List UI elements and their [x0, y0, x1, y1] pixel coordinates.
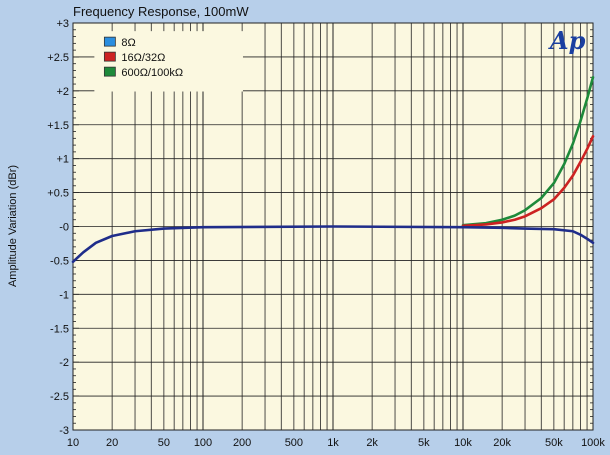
x-tick-label: 1k: [327, 437, 339, 449]
x-tick-label: 50: [158, 437, 170, 449]
x-tick-label: 500: [285, 437, 303, 449]
series-line: [461, 134, 595, 228]
ap-logo-icon: Ap: [548, 26, 586, 55]
legend-swatch: [103, 66, 116, 77]
y-tick-label: -1: [59, 289, 69, 301]
y-tick-label: -0.5: [50, 255, 69, 267]
legend-swatch: [103, 51, 116, 62]
x-tick-label: 2k: [366, 437, 378, 449]
y-tick-label: -0: [59, 222, 69, 234]
y-tick-label: -3: [59, 425, 69, 437]
x-tick-label: 20k: [493, 437, 511, 449]
x-tick-labels: 10 20 50 100 200 500 1k 2k 5k 10k 20k 50k 100k: [67, 437, 606, 449]
y-tick-label: +2: [56, 86, 69, 98]
y-tick-label: -1.5: [50, 323, 69, 335]
y-tick-label: +1: [56, 154, 69, 166]
legend-swatch: [103, 36, 116, 47]
legend-label: 16Ω/32Ω: [121, 52, 165, 64]
x-tick-label: 100k: [581, 437, 605, 449]
y-tick-labels: +3 +2.5 +2 +1.5 +1 +0.5 -0 -0.5 -1 -1.5 -2 -2.5 -3: [47, 18, 69, 437]
x-tick-label: 5k: [418, 437, 430, 449]
legend-label: 8Ω: [121, 37, 135, 49]
x-tick-label: 10k: [454, 437, 472, 449]
legend: 8Ω 16Ω/32Ω 600Ω/100kΩ: [94, 31, 243, 92]
chart-title: Frequency Response, 100mW: [73, 4, 249, 19]
y-tick-label: -2.5: [50, 391, 69, 403]
y-tick-label: +3: [56, 18, 69, 30]
x-tick-label: 200: [233, 437, 251, 449]
legend-label: 600Ω/100kΩ: [121, 67, 183, 79]
y-tick-label: +1.5: [47, 120, 69, 132]
y-tick-label: +0.5: [47, 188, 69, 200]
y-tick-label: +2.5: [47, 52, 69, 64]
x-tick-label: 20: [106, 437, 118, 449]
series-lines: [71, 75, 595, 264]
series-line: [461, 75, 595, 227]
y-axis-label: Amplitude Variation (dBr): [7, 165, 19, 287]
legend-box: [94, 31, 243, 92]
x-tick-label: 10: [67, 437, 79, 449]
y-tick-label: -2: [59, 357, 69, 369]
x-tick-label: 50k: [545, 437, 563, 449]
series-line: [71, 225, 595, 264]
x-tick-label: 100: [194, 437, 212, 449]
